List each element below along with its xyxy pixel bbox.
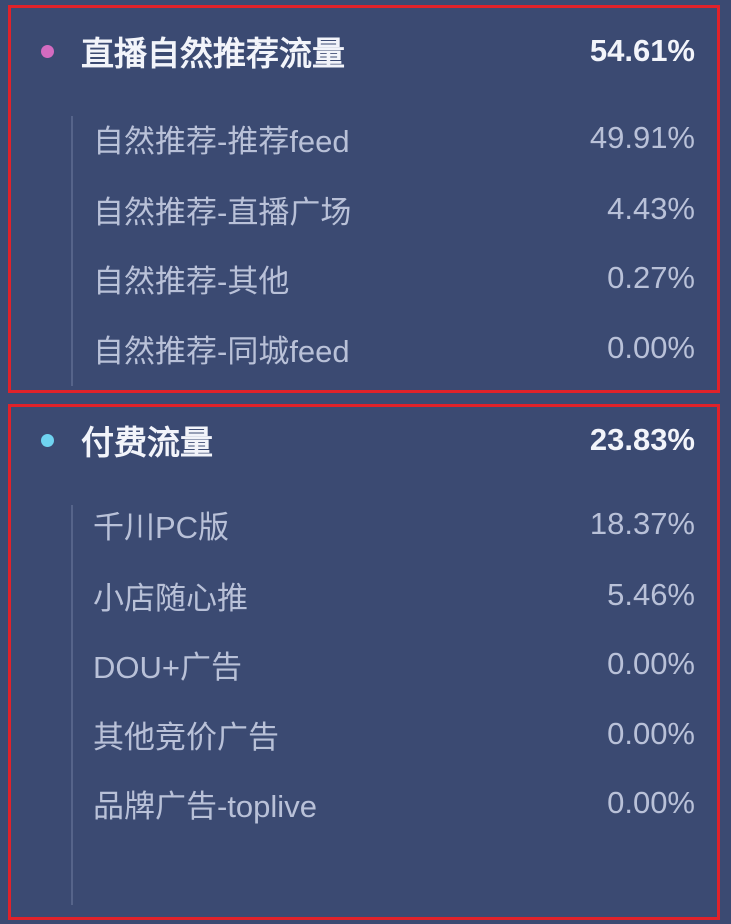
item-label: 千川PC版	[93, 509, 230, 545]
item-label: 自然推荐-直播广场	[93, 194, 352, 230]
item-label: 品牌广告-toplive	[93, 788, 317, 824]
section-header: 直播自然推荐流量 54.61%	[11, 26, 717, 76]
list-item: 自然推荐-推荐feed 49.91%	[11, 116, 717, 160]
divider-line	[71, 116, 73, 386]
divider-line	[71, 505, 73, 905]
section-paid: 付费流量 23.83% 千川PC版 18.37% 小店随心推 5.46% DOU+广…	[8, 404, 720, 920]
item-label: 自然推荐-其他	[93, 263, 290, 299]
section-value: 54.61%	[589, 33, 695, 68]
item-value: 0.00%	[607, 785, 695, 820]
item-value: 18.37%	[589, 506, 695, 541]
cyan-dot-icon	[41, 433, 54, 447]
list-item: 千川PC版 18.37%	[11, 502, 717, 546]
item-label: 其他竞价广告	[93, 719, 279, 755]
item-label: DOU+广告	[93, 649, 242, 685]
item-value: 0.00%	[607, 330, 695, 365]
list-item: 品牌广告-toplive 0.00%	[11, 781, 717, 825]
section-title: 直播自然推荐流量	[81, 35, 345, 72]
list-item: 自然推荐-直播广场 4.43%	[11, 187, 717, 231]
item-label: 自然推荐-推荐feed	[93, 123, 350, 159]
list-item: 其他竞价广告 0.00%	[11, 712, 717, 756]
item-label: 小店随心推	[93, 580, 248, 616]
pink-dot-icon	[41, 44, 54, 58]
section-value: 23.83%	[589, 422, 695, 457]
item-value: 0.00%	[607, 716, 695, 751]
list-item: DOU+广告 0.00%	[11, 642, 717, 686]
list-item: 自然推荐-其他 0.27%	[11, 256, 717, 300]
item-value: 5.46%	[607, 577, 695, 612]
item-value: 49.91%	[589, 120, 695, 155]
item-value: 0.27%	[607, 260, 695, 295]
list-item: 自然推荐-同城feed 0.00%	[11, 326, 717, 370]
list-item: 小店随心推 5.46%	[11, 573, 717, 617]
section-natural-recommend: 直播自然推荐流量 54.61% 自然推荐-推荐feed 49.91% 自然推荐-直…	[8, 5, 720, 393]
section-title: 付费流量	[81, 424, 213, 461]
item-value: 4.43%	[607, 191, 695, 226]
section-header: 付费流量 23.83%	[11, 415, 717, 465]
item-value: 0.00%	[607, 646, 695, 681]
item-label: 自然推荐-同城feed	[93, 333, 350, 369]
